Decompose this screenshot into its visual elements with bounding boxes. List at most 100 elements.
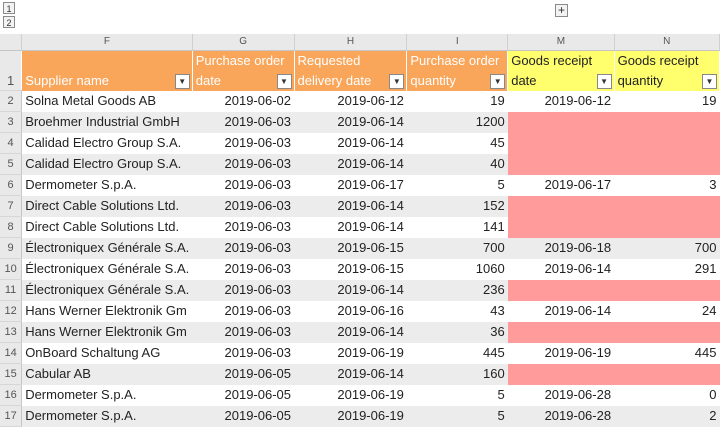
requested-date-cell[interactable]: 2019-06-19: [337, 345, 404, 360]
row-number[interactable]: 9: [0, 237, 23, 259]
supplier-cell[interactable]: Calidad Electro Group S.A.: [25, 135, 182, 150]
po-quantity-cell[interactable]: 236: [406, 279, 508, 301]
po-date-cell[interactable]: 2019-06-03: [192, 195, 295, 217]
gr-date-cell[interactable]: 2019-06-28: [507, 405, 615, 427]
po-date-cell[interactable]: 2019-06-03: [192, 153, 295, 175]
supplier-cell[interactable]: Électroniquex Générale S.A.: [21, 237, 193, 259]
filter-dropdown-icon[interactable]: ▼: [596, 73, 612, 89]
gr-quantity-cell[interactable]: 19: [702, 93, 717, 108]
requested-date-cell[interactable]: 2019-06-19: [337, 387, 404, 402]
requested-date-cell[interactable]: 2019-06-14: [294, 279, 407, 301]
row-number[interactable]: 16: [0, 384, 23, 406]
column-header-n[interactable]: N: [614, 34, 720, 51]
supplier-cell[interactable]: Dermometer S.p.A.: [25, 387, 137, 402]
row-number[interactable]: 8: [0, 216, 23, 238]
gr-quantity-cell[interactable]: [614, 132, 720, 154]
po-quantity-cell[interactable]: 1200: [406, 111, 508, 133]
supplier-cell[interactable]: Hans Werner Elektronik Gm: [25, 303, 187, 318]
column-header-g[interactable]: G: [192, 34, 295, 51]
po-date-cell[interactable]: 2019-06-03: [224, 261, 292, 276]
requested-date-cell[interactable]: 2019-06-14: [294, 363, 407, 385]
supplier-cell[interactable]: Calidad Electro Group S.A.: [21, 153, 193, 175]
po-quantity-cell[interactable]: 36: [406, 321, 508, 343]
gr-date-cell[interactable]: [507, 132, 615, 154]
gr-date-cell[interactable]: [507, 321, 615, 343]
supplier-cell[interactable]: Dermometer S.p.A.: [21, 405, 193, 427]
header-purchase-order-date[interactable]: Purchase order date ▼: [192, 50, 295, 91]
outline-level-1-button[interactable]: 1: [3, 2, 15, 14]
requested-date-cell[interactable]: 2019-06-12: [337, 93, 404, 108]
expand-columns-button[interactable]: +: [555, 4, 568, 17]
supplier-cell[interactable]: Dermometer S.p.A.: [25, 177, 137, 192]
gr-quantity-cell[interactable]: [614, 363, 720, 385]
gr-date-cell[interactable]: [507, 216, 615, 238]
po-quantity-cell[interactable]: 700: [406, 237, 508, 259]
po-date-cell[interactable]: 2019-06-03: [192, 237, 295, 259]
gr-quantity-cell[interactable]: [614, 216, 720, 238]
po-quantity-cell[interactable]: 141: [483, 219, 505, 234]
po-quantity-cell[interactable]: 43: [490, 303, 505, 318]
po-date-cell[interactable]: 2019-06-05: [192, 405, 295, 427]
header-purchase-order-quantity[interactable]: Purchase order quantity ▼: [406, 50, 509, 91]
gr-date-cell[interactable]: [507, 111, 615, 133]
requested-date-cell[interactable]: 2019-06-14: [294, 321, 407, 343]
po-date-cell[interactable]: 2019-06-03: [224, 303, 292, 318]
po-quantity-cell[interactable]: 5: [497, 177, 505, 192]
row-number[interactable]: 12: [0, 300, 23, 322]
header-goods-receipt-date[interactable]: Goods receipt date ▼: [507, 50, 615, 91]
column-header-f[interactable]: F: [21, 34, 193, 51]
gr-quantity-cell[interactable]: 3: [709, 177, 717, 192]
gr-date-cell[interactable]: 2019-06-14: [544, 261, 612, 276]
po-quantity-cell[interactable]: 5: [406, 405, 508, 427]
supplier-cell[interactable]: Direct Cable Solutions Ltd.: [25, 219, 180, 234]
po-date-cell[interactable]: 2019-06-02: [224, 93, 292, 108]
gr-date-cell[interactable]: 2019-06-28: [544, 387, 612, 402]
gr-quantity-cell[interactable]: 700: [614, 237, 720, 259]
gr-date-cell[interactable]: 2019-06-19: [544, 345, 612, 360]
filter-dropdown-icon[interactable]: ▼: [702, 73, 717, 89]
gr-quantity-cell[interactable]: [614, 153, 720, 175]
select-all-corner[interactable]: [0, 34, 23, 51]
gr-quantity-cell[interactable]: [614, 111, 720, 133]
header-goods-receipt-quantity[interactable]: Goods receipt quantity ▼: [614, 50, 720, 91]
outline-level-2-button[interactable]: 2: [3, 16, 15, 28]
gr-date-cell[interactable]: 2019-06-18: [507, 237, 615, 259]
header-supplier-name[interactable]: Supplier name ▼: [21, 50, 193, 91]
po-quantity-cell[interactable]: 5: [497, 387, 505, 402]
gr-quantity-cell[interactable]: [614, 321, 720, 343]
gr-date-cell[interactable]: [507, 279, 615, 301]
gr-quantity-cell[interactable]: 24: [702, 303, 717, 318]
requested-date-cell[interactable]: 2019-06-16: [337, 303, 404, 318]
row-number[interactable]: 10: [0, 258, 23, 280]
row-number[interactable]: 17: [0, 405, 23, 427]
po-date-cell[interactable]: 2019-06-03: [192, 279, 295, 301]
row-number[interactable]: 2: [0, 90, 23, 112]
supplier-cell[interactable]: OnBoard Schaltung AG: [25, 345, 161, 360]
supplier-cell[interactable]: Électroniquex Générale S.A.: [21, 279, 193, 301]
gr-quantity-cell[interactable]: [614, 279, 720, 301]
row-number[interactable]: 3: [0, 111, 23, 133]
row-number[interactable]: 1: [0, 50, 23, 91]
filter-dropdown-icon[interactable]: ▼: [174, 73, 190, 89]
column-header-h[interactable]: H: [294, 34, 408, 51]
row-number[interactable]: 15: [0, 363, 23, 385]
requested-date-cell[interactable]: 2019-06-14: [337, 135, 404, 150]
requested-date-cell[interactable]: 2019-06-14: [294, 195, 407, 217]
supplier-cell[interactable]: Électroniquex Générale S.A.: [25, 261, 190, 276]
gr-date-cell[interactable]: [507, 195, 615, 217]
gr-date-cell[interactable]: [507, 363, 615, 385]
po-date-cell[interactable]: 2019-06-03: [224, 135, 292, 150]
header-requested-delivery-date[interactable]: Requested delivery date ▼: [294, 50, 408, 91]
po-quantity-cell[interactable]: 19: [490, 93, 505, 108]
po-date-cell[interactable]: 2019-06-03: [224, 219, 292, 234]
gr-quantity-cell[interactable]: 0: [709, 387, 717, 402]
gr-quantity-cell[interactable]: 291: [694, 261, 717, 276]
requested-date-cell[interactable]: 2019-06-15: [337, 261, 404, 276]
supplier-cell[interactable]: Direct Cable Solutions Ltd.: [21, 195, 193, 217]
row-number[interactable]: 11: [0, 279, 23, 301]
gr-date-cell[interactable]: 2019-06-14: [544, 303, 612, 318]
supplier-cell[interactable]: Solna Metal Goods AB: [25, 93, 156, 108]
po-date-cell[interactable]: 2019-06-03: [192, 111, 295, 133]
po-date-cell[interactable]: 2019-06-03: [224, 177, 292, 192]
po-quantity-cell[interactable]: 40: [406, 153, 508, 175]
